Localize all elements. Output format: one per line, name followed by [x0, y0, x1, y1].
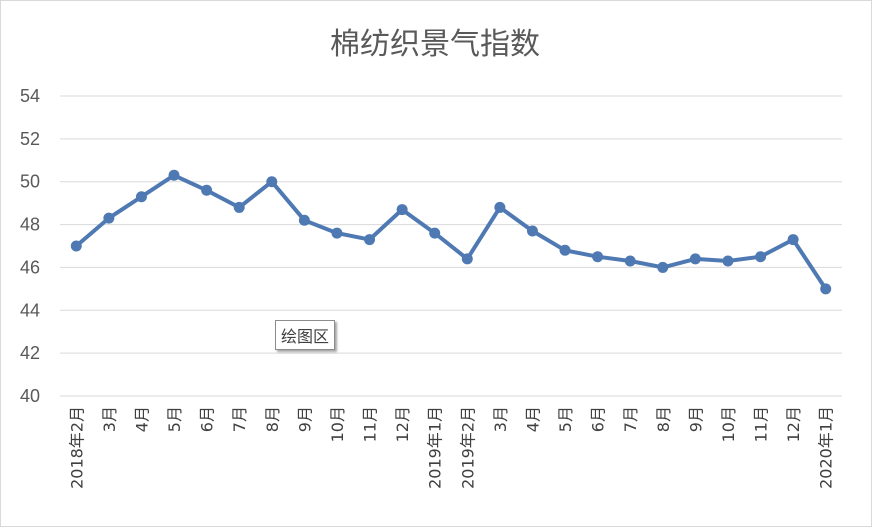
x-tick-label: 10月 [719, 406, 738, 442]
data-point [201, 184, 213, 196]
x-tick-label: 2018年2月 [67, 406, 86, 489]
data-point [103, 212, 115, 224]
x-tick-label: 8月 [654, 406, 673, 432]
y-tick-label: 52 [20, 129, 40, 149]
x-tick-label: 2019年1月 [426, 406, 445, 489]
x-tick-label: 5月 [165, 406, 184, 432]
x-tick-label: 6月 [589, 406, 608, 432]
x-tick-label: 10月 [328, 406, 347, 442]
data-point [461, 253, 473, 265]
data-points [70, 169, 832, 295]
data-point [298, 214, 310, 226]
y-tick-label: 46 [20, 257, 40, 277]
x-tick-label: 4月 [132, 406, 151, 432]
y-tick-label: 50 [20, 172, 40, 192]
y-tick-label: 44 [20, 300, 40, 320]
data-point [689, 253, 701, 265]
data-point [135, 191, 147, 203]
x-tick-label: 3月 [100, 406, 119, 432]
x-tick-label: 2019年2月 [458, 406, 477, 489]
x-tick-label: 7月 [230, 406, 249, 432]
data-point [233, 201, 245, 213]
x-tick-label: 5月 [556, 406, 575, 432]
data-point [592, 251, 604, 263]
data-point [820, 283, 832, 295]
data-point [364, 234, 376, 246]
y-axis-ticks: 40 42 44 46 48 50 52 54 [20, 86, 40, 406]
data-point [168, 169, 180, 181]
plot-area-tooltip: 绘图区 [275, 320, 336, 350]
x-tick-label: 11月 [752, 406, 771, 442]
x-tick-label: 12月 [784, 406, 803, 442]
data-point [494, 201, 506, 213]
data-point [755, 251, 767, 263]
x-tick-label: 8月 [263, 406, 282, 432]
y-tick-label: 54 [20, 86, 40, 106]
data-point [722, 255, 734, 267]
x-tick-label: 2020年1月 [817, 406, 836, 489]
x-tick-label: 9月 [295, 406, 314, 432]
data-point [787, 234, 799, 246]
data-point [559, 244, 571, 256]
data-point [396, 204, 408, 216]
x-tick-label: 11月 [361, 406, 380, 442]
data-point [624, 255, 636, 267]
data-point [657, 261, 669, 273]
data-point [526, 225, 538, 237]
x-tick-label: 7月 [621, 406, 640, 432]
data-point [331, 227, 343, 239]
x-tick-label: 3月 [491, 406, 510, 432]
x-tick-label: 12月 [393, 406, 412, 442]
x-axis-ticks: 2018年2月 3月 4月 5月 6月 7月 8月 9月 10月 11月 12月 2019年1月 201… [67, 406, 835, 489]
x-tick-label: 9月 [686, 406, 705, 432]
gridlines [60, 95, 842, 397]
series-line [74, 173, 828, 291]
data-point [266, 176, 278, 188]
x-tick-label: 4月 [523, 406, 542, 432]
data-point [70, 240, 82, 252]
chart-title: 棉纺织景气指数 [330, 27, 540, 62]
y-tick-label: 48 [20, 215, 40, 235]
y-tick-label: 40 [20, 386, 40, 406]
x-tick-label: 6月 [198, 406, 217, 432]
y-tick-label: 42 [20, 343, 40, 363]
data-point [429, 227, 441, 239]
